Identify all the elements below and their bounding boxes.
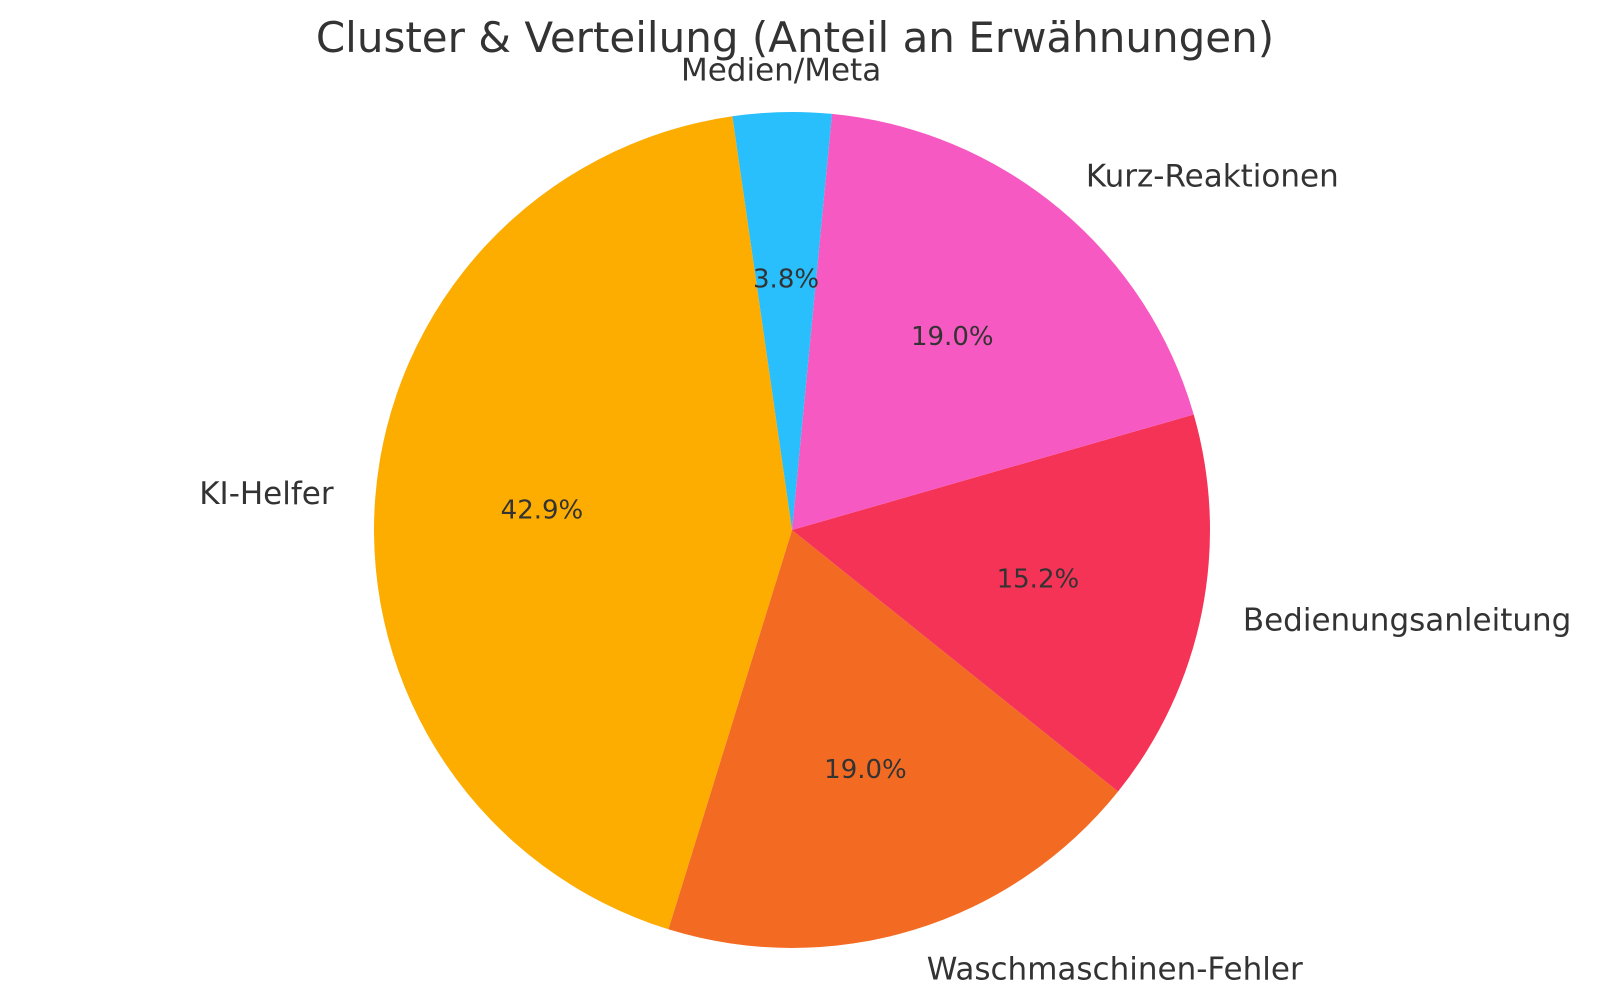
pie-slice-ki-helfer xyxy=(374,116,792,930)
pie-slice-kurz-reaktionen xyxy=(792,113,1194,531)
slice-label-bedienungsanleitung: Bedienungsanleitung xyxy=(1243,602,1572,638)
pct-label-kurz-reaktionen: 19.0% xyxy=(911,322,994,352)
pct-label-ki-helfer: 42.9% xyxy=(501,495,584,525)
pct-label-waschmaschinen-fehler: 19.0% xyxy=(824,755,907,785)
pct-label-medien-meta: 3.8% xyxy=(753,264,819,294)
pie-labels: Waschmaschinen-Fehler 19.0% Bedienungsanle… xyxy=(199,52,1571,987)
slice-label-medien-meta: Medien/Meta xyxy=(681,52,881,88)
slice-label-kurz-reaktionen: Kurz-Reaktionen xyxy=(1086,158,1339,194)
pie-slices xyxy=(374,112,1210,948)
pie-slice-medien-meta xyxy=(732,112,832,531)
chart-title: Cluster & Verteilung (Anteil an Erwähnun… xyxy=(316,13,1274,62)
slice-label-ki-helfer: KI-Helfer xyxy=(199,476,334,512)
pie-slice-waschmaschinen-fehler xyxy=(668,530,1119,948)
pie-slice-bedienungsanleitung xyxy=(792,414,1210,792)
slice-label-waschmaschinen-fehler: Waschmaschinen-Fehler xyxy=(927,952,1303,988)
pct-label-bedienungsanleitung: 15.2% xyxy=(997,564,1080,594)
